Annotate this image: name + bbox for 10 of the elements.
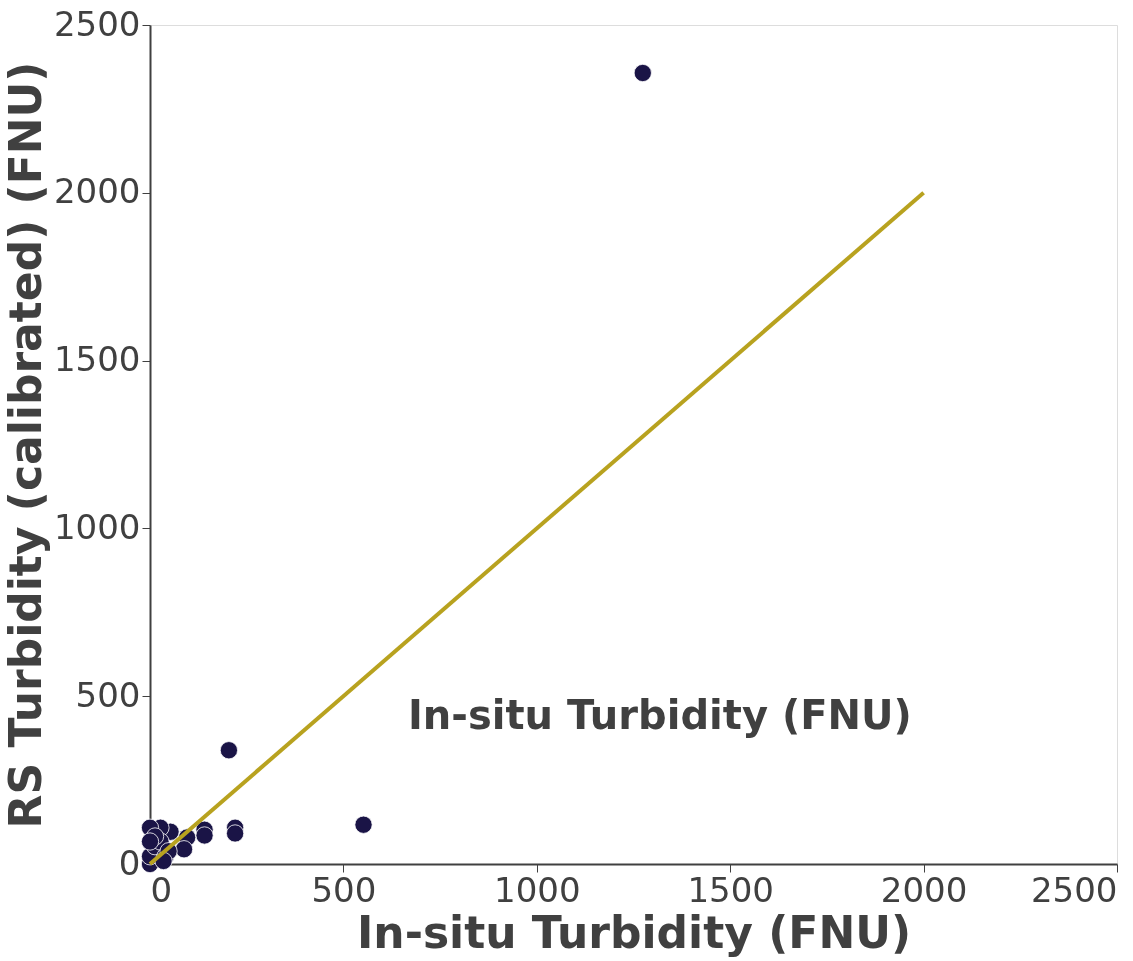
y-tick-label: 1500 [53, 339, 141, 380]
y-tick-label: 1000 [53, 506, 141, 547]
y-axis-title: RS Turbidity (calibrated) (FNU) [0, 61, 51, 829]
y-tick-label: 2500 [53, 3, 141, 44]
x-tick-label: 2500 [1030, 869, 1118, 910]
annotation: In-situ Turbidity (FNU) [407, 691, 912, 738]
y-tick-label: 0 [118, 842, 141, 883]
y-tick-label: 500 [75, 674, 141, 715]
x-tick-label: 0 [150, 869, 173, 910]
y-tick-label: 2000 [53, 171, 141, 212]
